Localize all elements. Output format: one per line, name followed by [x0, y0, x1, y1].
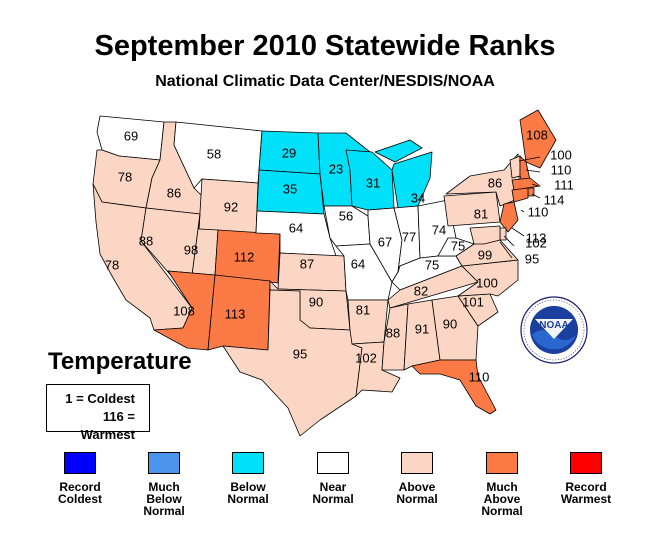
- rank-label-ar: 81: [356, 303, 370, 318]
- rank-label-ct: 110: [528, 205, 549, 220]
- rank-label-in: 77: [402, 230, 416, 245]
- noaa-logo: NOAA: [520, 296, 588, 364]
- rank-label-vt: 100: [550, 148, 572, 163]
- state-me: [519, 109, 557, 169]
- leader-line: [499, 241, 513, 259]
- legend-item-much-below: Much Below Normal: [122, 452, 206, 517]
- rank-label-ri: 114: [544, 193, 565, 208]
- legend-label: Record Coldest: [57, 480, 102, 506]
- rank-label-md: 95: [525, 252, 539, 267]
- legend-label: Much Below Normal: [143, 480, 185, 518]
- legend-label: Near Normal: [312, 480, 354, 506]
- rank-label-ms: 88: [386, 326, 400, 341]
- rank-label-de: 102: [525, 236, 547, 251]
- rank-label-ia: 56: [339, 209, 353, 224]
- map-title: September 2010 Statewide Ranks: [94, 30, 556, 62]
- leader-line: [503, 235, 515, 247]
- leader-line: [531, 193, 541, 199]
- key-coldest: 1 = Coldest: [65, 391, 135, 406]
- rank-label-wy: 92: [224, 200, 238, 215]
- state-nj: [499, 201, 519, 233]
- legend: Record Coldest Much Below Normal Below Normal N…: [38, 452, 628, 522]
- state-pa: [443, 191, 501, 227]
- rank-label-ut: 98: [184, 243, 198, 258]
- legend-label: Much Above Normal: [481, 480, 523, 518]
- rank-label-ne: 64: [289, 221, 303, 236]
- panel-label: Temperature: [48, 348, 192, 375]
- rank-label-mn: 23: [329, 162, 343, 177]
- rank-label-id: 86: [167, 186, 181, 201]
- rank-label-wv: 75: [451, 239, 465, 254]
- rank-label-or: 78: [118, 170, 132, 185]
- legend-swatch: [317, 452, 349, 474]
- rank-label-ks: 87: [300, 257, 314, 272]
- rank-label-mt: 58: [207, 147, 221, 162]
- rank-label-co: 112: [234, 250, 255, 265]
- rank-label-wa: 69: [124, 129, 138, 144]
- map-subtitle: National Climatic Data Center/NESDIS/NOA…: [155, 73, 495, 90]
- rank-label-nh: 110: [551, 163, 572, 178]
- rank-label-mi: 34: [411, 191, 425, 206]
- legend-swatch: [401, 452, 433, 474]
- state-ct: [511, 187, 529, 203]
- rank-key-box: 1 = Coldest 116 = Warmest: [46, 384, 150, 442]
- rank-label-nm: 113: [225, 307, 246, 322]
- rank-label-wi: 31: [366, 176, 380, 191]
- state-tx: [222, 289, 363, 437]
- legend-swatch: [148, 452, 180, 474]
- legend-item-record-coldest: Record Coldest: [38, 452, 122, 505]
- rank-label-oh: 74: [432, 223, 446, 238]
- legend-label: Record Warmest: [560, 480, 612, 506]
- rank-label-va: 99: [478, 248, 492, 263]
- rank-label-me: 108: [526, 128, 548, 143]
- legend-label: Above Normal: [396, 480, 438, 506]
- state-ma: [511, 177, 541, 191]
- legend-label: Below Normal: [227, 480, 269, 506]
- legend-item-below: Below Normal: [206, 452, 290, 505]
- legend-item-much-above: Much Above Normal: [460, 452, 544, 517]
- rank-label-nv: 88: [139, 234, 153, 249]
- leader-line: [531, 183, 539, 187]
- leader-line: [525, 169, 541, 173]
- rank-label-pa: 81: [474, 207, 488, 222]
- rank-label-nd: 29: [282, 146, 296, 161]
- rank-label-sc: 101: [462, 295, 484, 310]
- rank-label-az: 108: [173, 304, 195, 319]
- leader-line: [511, 227, 525, 237]
- state-de: [499, 227, 507, 241]
- state-vt: [509, 155, 521, 179]
- key-warmest: 116 = Warmest: [80, 409, 135, 442]
- leader-line: [518, 156, 541, 162]
- rank-label-nc: 100: [476, 276, 498, 291]
- legend-swatch: [486, 452, 518, 474]
- state-ga: [431, 295, 479, 361]
- state-wv: [437, 237, 475, 257]
- rank-label-il: 67: [378, 235, 392, 250]
- legend-swatch: [570, 452, 602, 474]
- rank-label-ga: 90: [443, 317, 457, 332]
- rank-label-tx: 95: [293, 347, 307, 362]
- legend-item-near: Near Normal: [291, 452, 375, 505]
- rank-label-nj: 113: [526, 231, 547, 246]
- leader-line: [520, 209, 525, 213]
- rank-label-ca: 78: [105, 258, 119, 273]
- rank-label-ny: 86: [488, 176, 502, 191]
- legend-item-record-warmest: Record Warmest: [544, 452, 628, 505]
- rank-label-fl: 110: [469, 370, 490, 385]
- state-md: [469, 225, 501, 245]
- rank-label-ky: 75: [425, 258, 439, 273]
- rank-label-la: 102: [355, 351, 377, 366]
- state-fl: [411, 359, 497, 415]
- rank-label-ok: 90: [309, 295, 323, 310]
- rank-label-tn: 82: [414, 284, 428, 299]
- legend-swatch: [64, 452, 96, 474]
- rank-label-ma: 111: [554, 178, 574, 193]
- legend-item-above: Above Normal: [375, 452, 459, 505]
- rank-label-al: 91: [415, 322, 429, 337]
- noaa-logo-text: NOAA: [539, 320, 568, 331]
- legend-swatch: [232, 452, 264, 474]
- rank-label-sd: 35: [283, 182, 297, 197]
- rank-label-mo: 64: [351, 257, 365, 272]
